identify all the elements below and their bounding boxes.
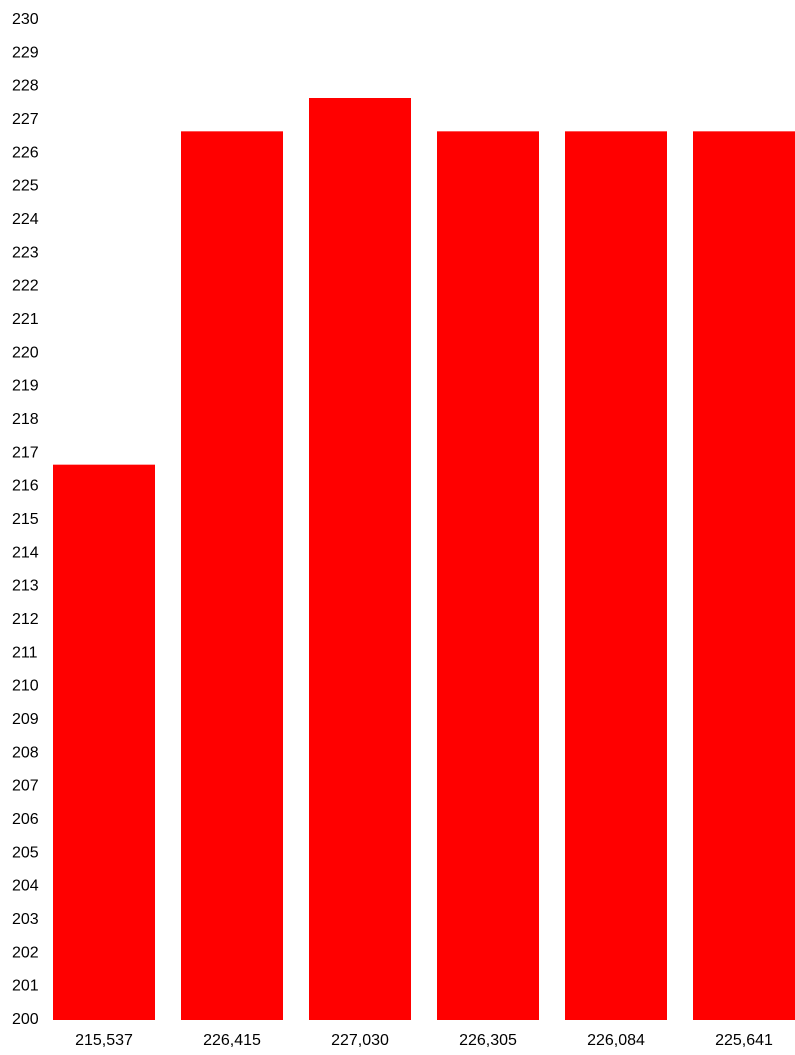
y-tick-label: 225 [12, 178, 39, 195]
y-tick-label: 211 [12, 644, 38, 661]
y-tick-label: 227 [12, 111, 39, 128]
y-tick-label: 201 [12, 978, 39, 995]
y-tick-label: 207 [12, 778, 39, 795]
bar [693, 131, 795, 1021]
y-tick-label: 230 [12, 11, 39, 28]
bar [565, 131, 667, 1021]
x-tick-label: 226,305 [459, 1032, 517, 1049]
y-tick-label: 221 [12, 311, 39, 328]
x-tick-label: 227,030 [331, 1032, 389, 1049]
y-tick-label: 224 [12, 211, 39, 228]
bar [53, 464, 155, 1021]
bar [309, 98, 411, 1020]
x-tick-label: 226,415 [203, 1032, 261, 1049]
y-tick-label: 209 [12, 711, 39, 728]
y-tick-label: 217 [12, 444, 39, 461]
y-axis-ticks: 200 201 202 203 204 205 206 207 208 209 210 211 212 2… [12, 11, 39, 1028]
y-tick-label: 208 [12, 744, 39, 761]
y-tick-label: 204 [12, 878, 39, 895]
y-tick-label: 210 [12, 678, 39, 695]
y-tick-label: 220 [12, 344, 39, 361]
y-tick-label: 218 [12, 411, 39, 428]
y-tick-label: 216 [12, 478, 39, 495]
bar [437, 131, 539, 1021]
y-tick-label: 212 [12, 611, 39, 628]
y-tick-label: 213 [12, 578, 39, 595]
y-tick-label: 205 [12, 844, 39, 861]
y-tick-label: 226 [12, 144, 39, 161]
y-tick-label: 200 [12, 1011, 39, 1028]
y-tick-label: 206 [12, 811, 39, 828]
x-tick-label: 215,537 [75, 1032, 133, 1049]
x-axis-ticks: 215,537 226,415 227,030 226,305 226,084 225,6… [75, 1032, 773, 1049]
y-tick-label: 229 [12, 44, 39, 61]
y-tick-label: 215 [12, 511, 39, 528]
y-tick-label: 203 [12, 911, 39, 928]
x-tick-label: 226,084 [587, 1032, 645, 1049]
y-tick-label: 219 [12, 378, 39, 395]
y-tick-label: 228 [12, 78, 39, 95]
y-tick-label: 222 [12, 278, 39, 295]
bar [181, 131, 283, 1021]
y-tick-label: 202 [12, 944, 39, 961]
y-tick-label: 223 [12, 244, 39, 261]
x-tick-label: 225,641 [715, 1032, 773, 1049]
y-tick-label: 214 [12, 544, 39, 561]
bars [53, 98, 795, 1021]
